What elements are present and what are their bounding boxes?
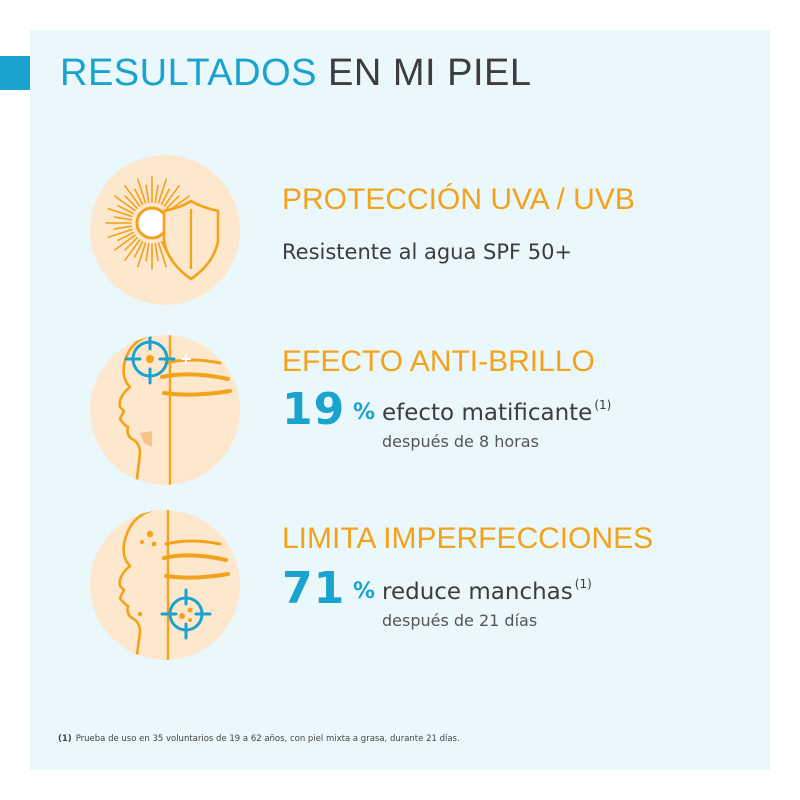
- face-target-forehead-icon: [90, 335, 240, 485]
- footnote-ref: (1): [594, 398, 612, 412]
- footnote-marker: (1): [58, 734, 72, 744]
- feature-heading-protection: PROTECCIÓN UVA / UVB: [282, 183, 635, 216]
- footnote-text: Prueba de uso en 35 voluntarios de 19 a …: [75, 734, 460, 744]
- stat-unit: %: [353, 400, 376, 425]
- sun-shield-icon: [90, 155, 240, 305]
- feature-subtitle-protection: Resistente al agua SPF 50+: [282, 240, 573, 264]
- stat-detail: después de 21 días: [382, 611, 538, 630]
- stat-detail: después de 8 horas: [382, 432, 539, 451]
- title-rest: EN MI PIEL: [316, 52, 532, 94]
- stat-value: 71: [282, 563, 346, 614]
- accent-bar: [0, 56, 30, 90]
- stat-label: reduce manchas (1): [382, 577, 592, 605]
- stat-value: 19: [282, 384, 346, 435]
- face-target-cheek-icon: [90, 510, 240, 660]
- feature-heading-imperfections: LIMITA IMPERFECCIONES: [282, 522, 654, 555]
- footnote: (1) Prueba de uso en 35 voluntarios de 19…: [58, 734, 460, 744]
- page-title: RESULTADOS EN MI PIEL: [60, 52, 532, 95]
- feature-heading-antishine: EFECTO ANTI-BRILLO: [282, 345, 595, 378]
- stat-unit: %: [353, 579, 376, 604]
- title-highlight: RESULTADOS: [60, 52, 317, 94]
- stat-label: efecto matificante (1): [382, 398, 612, 426]
- footnote-ref: (1): [574, 577, 592, 591]
